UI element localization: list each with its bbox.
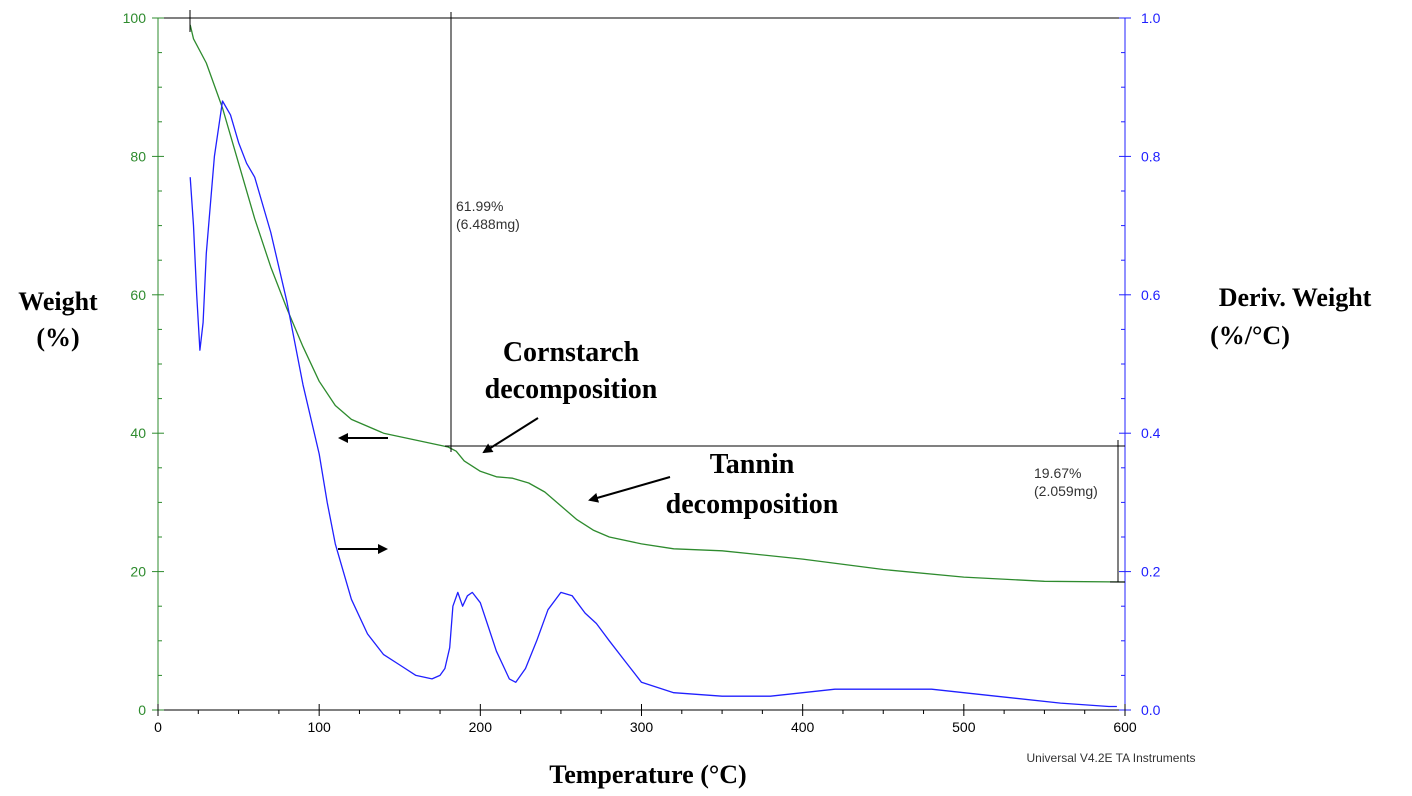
right-tick-label: 0.0: [1141, 702, 1161, 718]
weight-series-line: [189, 24, 1126, 583]
left-tick-label: 40: [130, 425, 146, 441]
cornstarch-label-line1: Cornstarch: [503, 337, 640, 368]
right-axis-ticks: 0.0 0.2 0.4 0.6 0.8 1.0: [1119, 10, 1161, 718]
step2-mass-label: (2.059mg): [1034, 483, 1098, 499]
right-axis-title-line2: (%/°C): [1210, 321, 1290, 350]
x-tick-label: 600: [1113, 719, 1137, 735]
right-tick-label: 0.8: [1141, 148, 1161, 164]
software-credit: Universal V4.2E TA Instruments: [1027, 751, 1196, 765]
right-axis-title-line1: Deriv. Weight: [1219, 283, 1372, 312]
plot-frame: [157, 17, 1126, 711]
tannin-arrow: [588, 476, 671, 503]
x-tick-label: 0: [154, 719, 162, 735]
x-tick-label: 400: [791, 719, 815, 735]
x-tick-label: 300: [630, 719, 654, 735]
right-tick-label: 0.2: [1141, 564, 1161, 580]
left-tick-label: 0: [138, 702, 146, 718]
deriv-weight-series-line: [189, 100, 1117, 708]
left-tick-label: 80: [130, 148, 146, 164]
tannin-label-line2: decomposition: [666, 489, 839, 520]
left-axis-title-line1: Weight: [18, 287, 98, 316]
right-tick-label: 0.4: [1141, 425, 1161, 441]
step1-mass-label: (6.488mg): [456, 216, 520, 232]
right-tick-label: 1.0: [1141, 10, 1161, 26]
left-tick-label: 20: [130, 564, 146, 580]
x-tick-label: 200: [469, 719, 493, 735]
cornstarch-label-line2: decomposition: [485, 374, 658, 405]
x-axis-title: Temperature (°C): [549, 760, 746, 789]
step1-percent-label: 61.99%: [456, 198, 503, 214]
x-tick-label: 500: [952, 719, 976, 735]
step2-percent-label: 19.67%: [1034, 465, 1081, 481]
left-axis-title-line2: (%): [36, 323, 79, 352]
right-tick-label: 0.6: [1141, 287, 1161, 303]
left-tick-label: 100: [123, 10, 147, 26]
left-tick-label: 60: [130, 287, 146, 303]
tannin-label-line1: Tannin: [710, 449, 795, 480]
x-axis-ticks: 0 100 200 300 400 500 600: [154, 704, 1137, 735]
step-annotation-lines: [189, 10, 1125, 583]
series-layer: [189, 24, 1126, 708]
cornstarch-arrow: [482, 417, 539, 454]
x-tick-label: 100: [307, 719, 331, 735]
left-axis-ticks: 0 20 40 60 80 100: [123, 10, 164, 718]
arrows: [338, 417, 671, 554]
